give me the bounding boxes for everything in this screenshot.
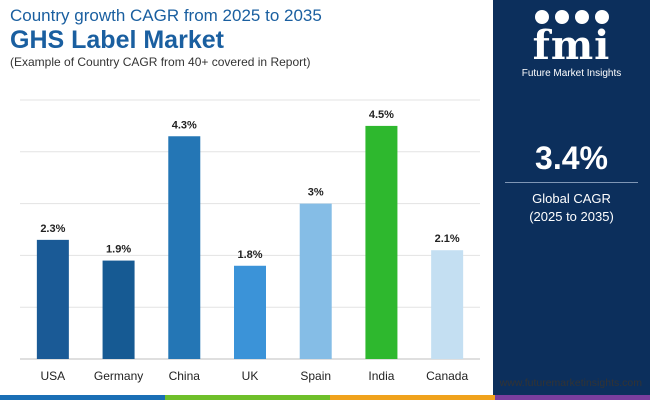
- x-tick-spain: Spain: [300, 369, 331, 383]
- market-name: GHS Label Market: [10, 26, 224, 54]
- global-cagr-value: 3.4%: [535, 140, 608, 176]
- bar-spain: [299, 203, 332, 359]
- logo-bird-icon: [574, 10, 589, 24]
- bar-canada: [431, 250, 464, 359]
- global-cagr-period: (2025 to 2035): [529, 209, 614, 224]
- bottom-bar-segment: [165, 395, 330, 400]
- bar-usa: [36, 239, 69, 359]
- bottom-bar-segment: [330, 395, 495, 400]
- x-tick-canada: Canada: [426, 369, 468, 383]
- bottom-color-bar: [0, 395, 650, 400]
- bar-uk: [234, 265, 266, 359]
- logo-subtitle: Future Market Insights: [521, 68, 622, 79]
- fmi-logo: fmi Future Market Insights: [493, 8, 650, 79]
- data-label-spain: 3%: [308, 187, 324, 199]
- x-tick-germany: Germany: [94, 369, 143, 383]
- bar-chart: 2.3% USA 1.9% Germany 4.3% China 1.8% UK 3% Spain…: [20, 99, 480, 383]
- website-link[interactable]: www.futuremarketinsights.com: [499, 377, 642, 389]
- panel-divider: [505, 182, 638, 183]
- data-label-china: 4.3%: [172, 119, 197, 131]
- x-tick-china: China: [169, 369, 201, 383]
- data-label-usa: 2.3%: [40, 223, 65, 235]
- logo-globe-icon: [534, 10, 549, 24]
- logo-hand-icon: [554, 10, 569, 24]
- bar-china: [168, 136, 201, 359]
- bar-germany: [102, 260, 135, 359]
- data-label-uk: 1.8%: [237, 249, 262, 261]
- chart-subtitle: (Example of Country CAGR from 40+ covere…: [10, 55, 311, 69]
- chart-title: Country growth CAGR from 2025 to 2035: [10, 6, 322, 25]
- data-label-germany: 1.9%: [106, 244, 131, 256]
- summary-panel: fmi Future Market Insights 3.4% Global C…: [493, 0, 650, 400]
- bottom-bar-segment: [495, 395, 650, 400]
- x-tick-uk: UK: [242, 369, 259, 383]
- chart-header: Country growth CAGR from 2025 to 2035 GH…: [10, 6, 322, 70]
- global-cagr-label: Global CAGR (2025 to 2035): [493, 190, 650, 226]
- data-label-india: 4.5%: [369, 109, 394, 121]
- logo-person-icon: [594, 10, 609, 24]
- bar-india: [365, 125, 398, 360]
- global-cagr-title: Global CAGR: [532, 191, 611, 206]
- data-label-canada: 2.1%: [435, 233, 460, 245]
- logo-icons: [493, 8, 650, 26]
- x-tick-usa: USA: [41, 369, 66, 383]
- bottom-bar-segment: [0, 395, 165, 400]
- logo-wordmark: fmi: [532, 22, 611, 69]
- x-tick-india: India: [368, 369, 394, 383]
